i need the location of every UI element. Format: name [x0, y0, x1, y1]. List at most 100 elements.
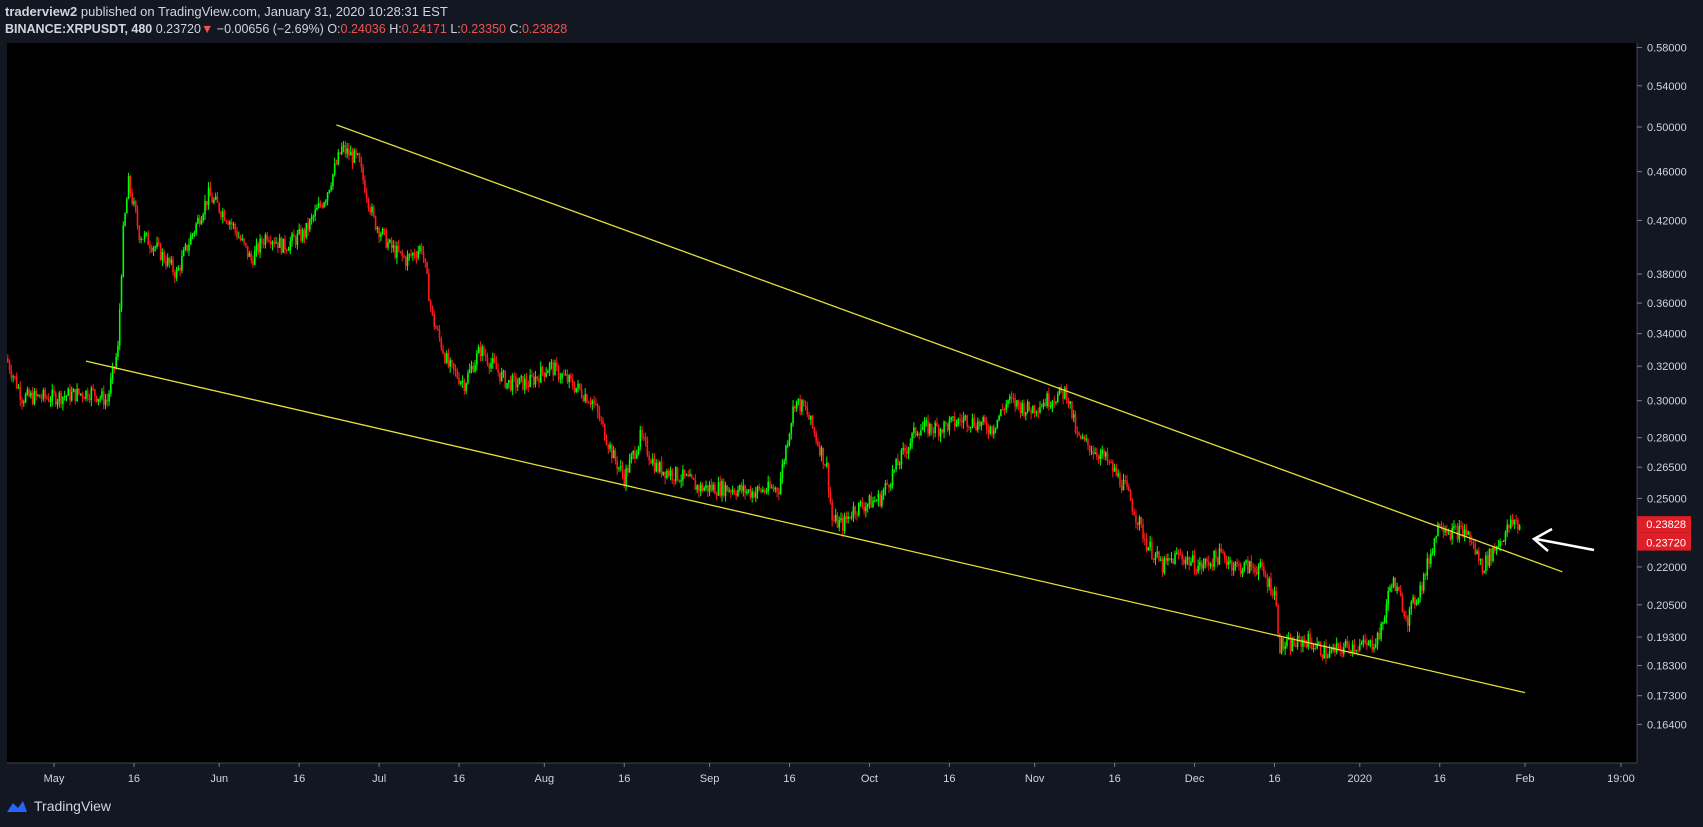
- candle-body: [621, 466, 624, 475]
- candle-body: [628, 459, 631, 473]
- candle-body: [614, 450, 617, 461]
- candle-body: [532, 376, 535, 385]
- candle-body: [449, 360, 451, 367]
- candle-body: [987, 429, 990, 434]
- candle-body: [460, 381, 462, 384]
- candle-body: [563, 373, 565, 375]
- candle-body: [1302, 639, 1304, 647]
- candle-body: [1509, 519, 1512, 529]
- publisher-name[interactable]: traderview2: [5, 4, 78, 19]
- candle-body: [40, 397, 43, 399]
- candle-body: [742, 485, 745, 492]
- candle-body: [1369, 640, 1372, 642]
- candle-body: [651, 458, 654, 464]
- candle-body: [1405, 616, 1407, 618]
- candle-body: [555, 362, 558, 367]
- candle-body: [863, 507, 865, 512]
- candle-body: [746, 491, 748, 494]
- price-tick-label: 0.30000: [1647, 396, 1687, 408]
- candle-body: [1437, 523, 1439, 537]
- candle-body: [362, 167, 364, 180]
- candle-body: [564, 374, 567, 376]
- candle-body: [218, 202, 221, 212]
- candle-body: [602, 420, 604, 424]
- footer-brand[interactable]: TradingView: [6, 798, 111, 814]
- candle-body: [731, 490, 734, 493]
- candle-body: [627, 468, 629, 473]
- time-axis[interactable]: May 16 Jun 16 Jul 16 Aug 16 Sep 16 Oct 16 Nov 16 Dec 16…: [44, 763, 1635, 785]
- candle-body: [1493, 547, 1496, 551]
- candle-body: [783, 460, 785, 465]
- candle-body: [198, 217, 201, 225]
- chart-pane[interactable]: [7, 43, 1637, 763]
- candle-body: [552, 362, 555, 376]
- price-tick-label: 0.42000: [1647, 215, 1687, 227]
- publish-info: traderview2 published on TradingView.com…: [5, 4, 567, 20]
- candle-body: [161, 251, 164, 261]
- candle-body: [962, 417, 965, 423]
- candle-body: [1478, 551, 1480, 561]
- candle-body: [538, 378, 540, 383]
- candle-body: [850, 517, 853, 519]
- candle-body: [1462, 526, 1464, 536]
- trendline[interactable]: [85, 360, 1526, 694]
- candle-body: [325, 200, 327, 203]
- candle-body: [493, 358, 496, 363]
- candle-body: [85, 390, 87, 399]
- candle-body: [234, 224, 237, 231]
- candle-body: [916, 433, 919, 436]
- candle-body: [1465, 529, 1468, 535]
- candle-body: [1408, 608, 1411, 626]
- price-axis[interactable]: 0.58000 0.54000 0.50000 0.46000 0.42000 0.380…: [1637, 42, 1687, 731]
- candle-body: [1252, 566, 1254, 568]
- candle-body: [1204, 558, 1207, 565]
- candle-body: [424, 258, 427, 263]
- candle-body: [83, 397, 86, 399]
- candle-body: [438, 329, 441, 339]
- candle-body: [646, 440, 649, 456]
- candle-body: [690, 474, 693, 478]
- candle-body: [175, 270, 178, 278]
- candle-body: [131, 193, 133, 204]
- candle-body: [282, 238, 284, 253]
- trendline[interactable]: [336, 124, 1563, 573]
- candle-body: [341, 146, 343, 155]
- candle-body: [284, 238, 286, 250]
- candle-body: [364, 179, 366, 193]
- candle-body: [527, 385, 530, 388]
- candle-body: [406, 255, 409, 266]
- candle-body: [1071, 401, 1073, 418]
- symbol-label[interactable]: BINANCE:XRPUSDT, 480: [5, 22, 153, 36]
- candle-body: [1323, 645, 1326, 659]
- candle-body: [845, 516, 848, 520]
- candle-body: [660, 461, 663, 475]
- candle-body: [255, 243, 258, 251]
- candle-body: [570, 375, 572, 379]
- candle-body: [1319, 642, 1322, 656]
- candle-body: [1376, 632, 1379, 645]
- candle-body: [403, 255, 405, 258]
- candle-body: [1175, 552, 1178, 554]
- candle-body: [687, 474, 690, 477]
- candle-body: [696, 485, 698, 490]
- candle-body: [1154, 554, 1157, 560]
- candle-body: [241, 238, 244, 240]
- candle-body: [1390, 586, 1393, 588]
- price-tick-label: 0.54000: [1647, 81, 1687, 93]
- candle-body: [145, 232, 148, 234]
- candle-body: [1019, 404, 1022, 414]
- candle-body: [1321, 655, 1324, 659]
- candle-body: [1167, 558, 1169, 561]
- candle-body: [1024, 411, 1027, 416]
- candle-body: [516, 384, 519, 388]
- candle-body: [509, 380, 512, 391]
- candle-body: [451, 360, 453, 364]
- candle-body: [671, 470, 674, 480]
- candle-body: [575, 387, 578, 392]
- candle-body: [468, 369, 471, 374]
- candle-body: [1247, 560, 1249, 573]
- candle-body: [710, 484, 713, 491]
- time-tick-label: Aug: [535, 773, 555, 785]
- candle-body: [305, 222, 308, 238]
